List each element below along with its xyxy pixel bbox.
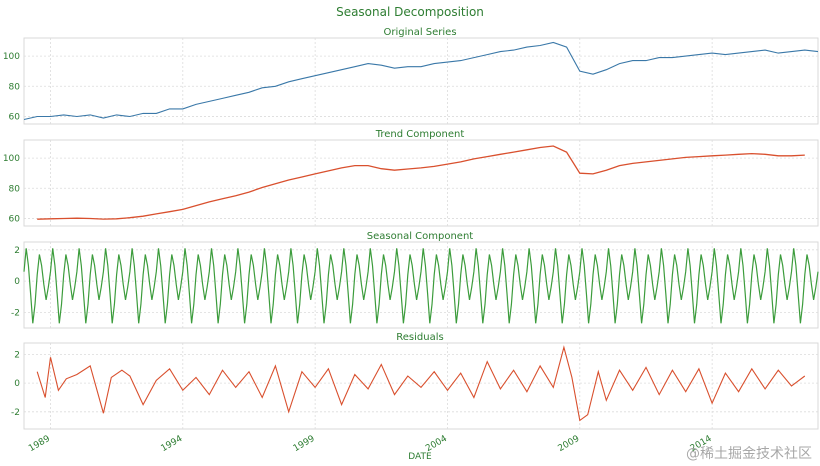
- x-tick-label: 1989: [27, 434, 52, 454]
- panel0-ytick-label: 80: [9, 82, 21, 92]
- x-tick-label: 1999: [292, 434, 317, 454]
- watermark-text: @稀土掘金技术社区: [686, 446, 812, 462]
- panel2-ytick-label: -2: [11, 308, 20, 318]
- panel3-ytick-label: 0: [14, 379, 20, 389]
- panel0-ytick-label: 100: [3, 52, 20, 62]
- panel-frame-residuals: [23, 342, 819, 430]
- panel-title-residuals: Residuals: [396, 332, 443, 343]
- panel-frame-seasonal: [23, 241, 819, 329]
- panel-frame-trend: [23, 139, 819, 227]
- seasonal-component-line: [23, 248, 819, 324]
- panel-residuals: Residuals -2 0 2: [11, 332, 819, 430]
- residuals-line: [36, 345, 806, 422]
- x-tick-label: 2009: [556, 434, 581, 454]
- panel1-ytick-label: 60: [9, 214, 21, 224]
- x-axis-tick-labels: 1989 1994 1999 2004 2009 2014: [27, 434, 714, 454]
- panel-seasonal-component: Seasonal Component -2 0 2: [11, 231, 819, 329]
- original-series-line: [23, 41, 819, 121]
- panel-title-seasonal: Seasonal Component: [367, 231, 474, 242]
- panel3-ytick-label: -2: [11, 408, 20, 418]
- panel2-ytick-label: 0: [14, 277, 20, 287]
- figure-title: Seasonal Decomposition: [336, 5, 484, 19]
- trend-component-line: [37, 145, 805, 220]
- panel-original-series: Original Series 60 80 100: [3, 27, 819, 125]
- x-tick-label: 1994: [159, 434, 184, 454]
- x-axis-label: DATE: [408, 452, 432, 462]
- panel-frame-original: [23, 37, 819, 125]
- panel-title-original: Original Series: [383, 27, 456, 38]
- panel0-ytick-label: 60: [9, 112, 21, 122]
- panel-title-trend: Trend Component: [375, 129, 465, 140]
- panel1-ytick-label: 100: [3, 154, 20, 164]
- panel-trend-component: Trend Component 60 80 100: [3, 129, 819, 227]
- x-tick-label: 2004: [424, 434, 449, 454]
- panel1-ytick-label: 80: [9, 184, 21, 194]
- panel2-ytick-label: 2: [14, 246, 20, 256]
- panel3-ytick-label: 2: [14, 350, 20, 360]
